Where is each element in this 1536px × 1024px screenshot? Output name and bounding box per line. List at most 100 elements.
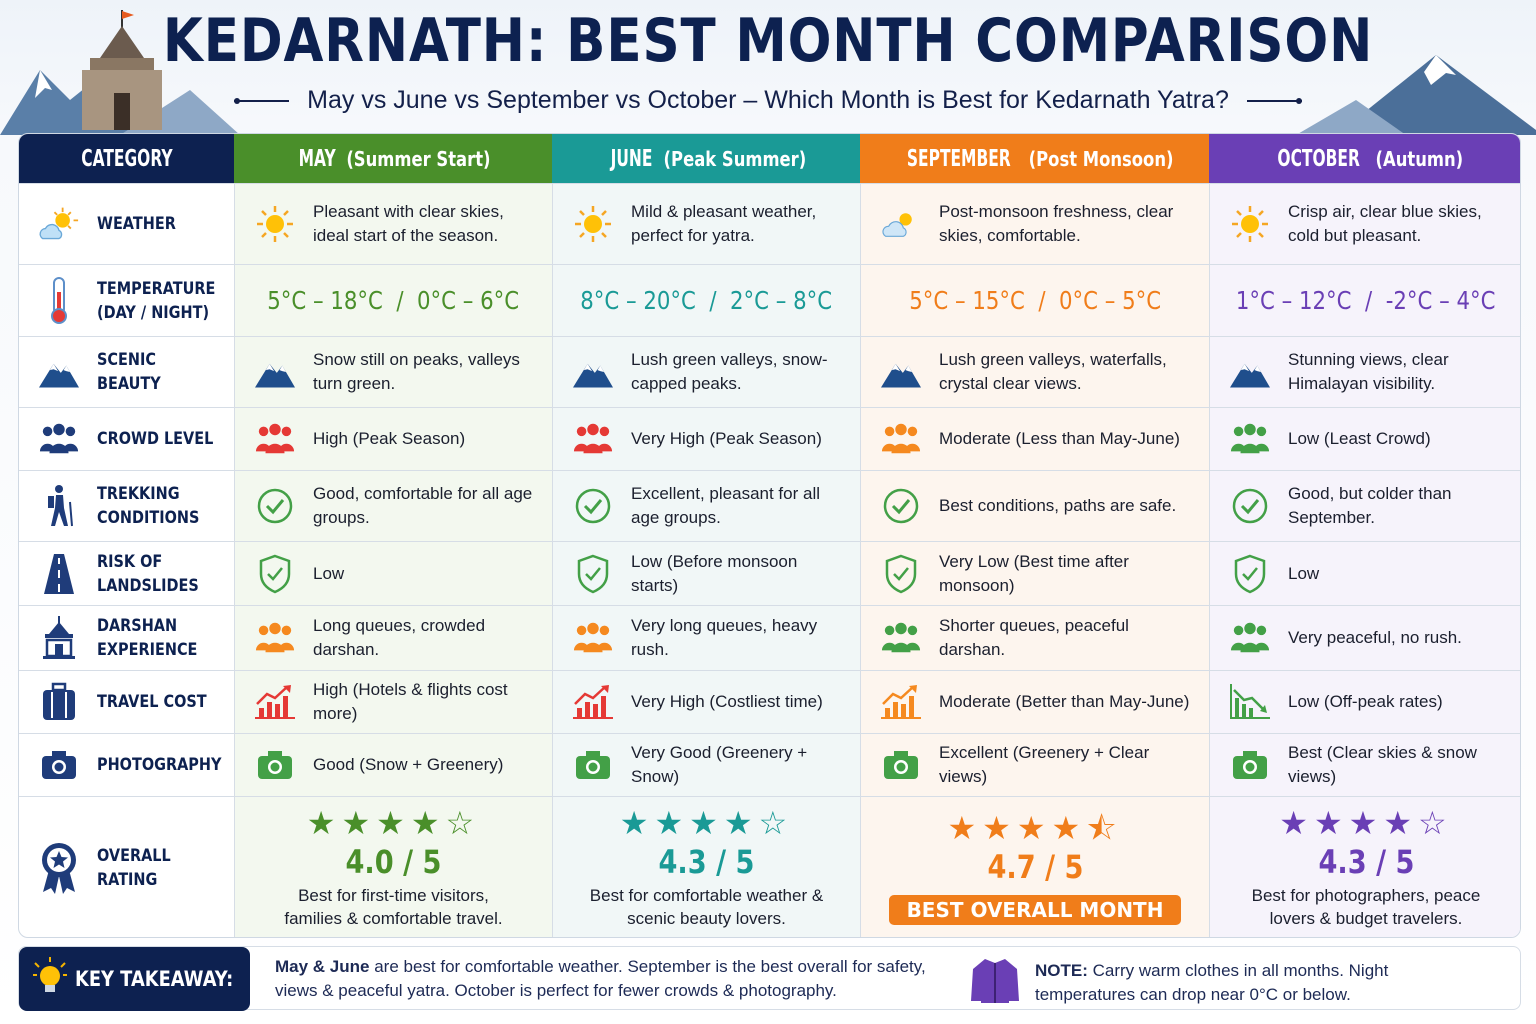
cell-text: Stunning views, clear Himalayan visibili… [1288,350,1449,393]
header-month: MAY [299,145,337,172]
table-cell: 5°C – 15°C / 0°C – 5°C [860,264,1209,336]
column-header-september: SEPTEMBER (Post Monsoon) [860,134,1209,183]
key-takeaway-title: KEY TAKEAWAY: [75,967,234,991]
table-cell: Best (Clear skies & snow views) [1209,733,1520,796]
mountain-icon [255,352,295,392]
temperature-range: 5°C – 18°C / 0°C – 6°C [267,285,520,315]
star-empty-icon: ☆ [1418,805,1453,841]
table-cell: Very Low (Best time after monsoon) [860,541,1209,605]
star-filled-icon: ★ [1383,805,1419,841]
cell-text: High (Hotels & flights cost more) [313,680,508,723]
people-icon [573,618,613,658]
key-takeaway-highlight: May & June [275,957,370,976]
cell-text: Long queues, crowded darshan. [313,616,486,659]
table-cell: High (Peak Season) [234,407,552,470]
star-filled-icon: ★ [306,805,342,841]
cell-text: Low (Least Crowd) [1288,429,1431,448]
check-circle-icon [881,486,921,526]
cell-text: Very long queues, heavy rush. [631,616,818,659]
key-takeaway-label: KEY TAKEAWAY: [19,947,250,1011]
category-label: WEATHER [97,214,176,234]
table-cell: Mild & pleasant weather, perfect for yat… [552,183,860,264]
check-circle-icon [573,486,613,526]
star-filled-icon: ★ [410,805,446,841]
camera-icon [881,745,921,785]
temperature-range: 1°C – 12°C / -2°C – 4°C [1236,285,1496,315]
sun-icon [573,204,613,244]
mountain-icon [881,352,921,392]
cell-text: Low (Before monsoon starts) [631,551,798,595]
mountain-icon [1230,352,1270,392]
rating-score: 4.7 / 5 [979,845,1092,889]
divider [1246,98,1302,105]
people-icon [1230,419,1270,459]
people-icon [255,419,295,459]
category-label: PHOTOGRAPHY [97,755,222,775]
table-cell: Excellent, pleasant for all age groups. [552,470,860,541]
cell-text: Lush green valleys, waterfalls, crystal … [939,350,1167,393]
header-label: JUNE (Peak Summer) [606,146,806,172]
shield-check-icon [1230,554,1270,594]
column-header-category: CATEGORY [19,134,234,183]
star-filled-icon: ★ [723,805,759,841]
table-cell: Very High (Costliest time) [552,670,860,733]
shield-check-icon [881,554,921,594]
rating-score: 4.3 / 5 [650,840,763,884]
jacket-icon [969,955,1021,1010]
mountain-illustration-right [1296,55,1536,135]
divider [234,98,290,105]
key-takeaway-body: are best for comfortable weather. Septem… [275,957,926,1000]
rating-cell: ★★★★☆ 4.3 / 5 Best for photographers, peac… [1209,796,1520,937]
cell-text: Best (Clear skies & snow views) [1288,743,1477,786]
category-label: TEMPERATURE (DAY / NIGHT) [97,278,216,323]
table-cell: Best conditions, paths are safe. [860,470,1209,541]
rating-score-text: 4.7 / 5 [987,848,1083,886]
table-cell: Long queues, crowded darshan. [234,605,552,670]
star-rating: ★★★★⯪ [947,811,1122,845]
rating-score-text: 4.0 / 5 [345,843,442,881]
people-icon [881,618,921,658]
category-overall-rating: OVERALL RATING [19,796,234,937]
cell-text: Very Good (Greenery + Snow) [631,743,808,786]
category-label: CROWD LEVEL [97,429,214,449]
header-label: OCTOBER (Autumn) [1268,146,1463,172]
table-cell: Low [1209,541,1520,605]
table-cell: Shorter queues, peaceful darshan. [860,605,1209,670]
table-cell: Very Good (Greenery + Snow) [552,733,860,796]
cell-text: Low [313,563,345,583]
people-icon [39,419,79,459]
sun-icon [255,204,295,244]
table-cell: Very long queues, heavy rush. [552,605,860,670]
category-darshan-experience: DARSHAN EXPERIENCE [19,605,234,670]
page-title: KEDARNATH: BEST MONTH COMPARISON [162,6,1374,76]
table-cell: Lush green valleys, snow-capped peaks. [552,336,860,407]
cell-text: Good, comfortable for all age groups. [313,484,533,527]
table-cell: Stunning views, clear Himalayan visibili… [1209,336,1520,407]
header-month: OCTOBER [1277,145,1360,172]
table-cell: High (Hotels & flights cost more) [234,670,552,733]
camera-icon [255,745,295,785]
header-month: JUNE [610,145,653,172]
header-season: (Summer Start) [346,146,492,171]
table-cell: Good (Snow + Greenery) [234,733,552,796]
table-cell: Moderate (Less than May-June) [860,407,1209,470]
star-filled-icon: ★ [619,805,655,841]
table-cell: Moderate (Better than May-June) [860,670,1209,733]
category-label: DARSHAN EXPERIENCE [97,616,198,660]
category-scenic-beauty: SCENIC BEAUTY [19,336,234,407]
star-filled-icon: ★ [654,805,690,841]
star-half-icon: ⯪ [1086,810,1123,846]
cell-text: Pleasant with clear skies, ideal start o… [313,202,504,245]
category-travel-cost: TRAVEL COST [19,670,234,733]
star-rating: ★★★★☆ [307,806,480,840]
people-icon [573,419,613,459]
star-filled-icon: ★ [1279,805,1314,841]
footer: KEY TAKEAWAY: May & June are best for co… [18,946,1521,1011]
note-body: Carry warm clothes in all months. Night … [1035,960,1389,1004]
category-label: RISK OF LANDSLIDES [97,551,199,596]
star-rating: ★★★★☆ [620,806,793,840]
cell-text: Mild & pleasant weather, perfect for yat… [631,202,817,245]
sun-icon [1230,204,1270,244]
cell-text: Moderate (Less than May-June) [939,429,1180,448]
temperature-range: 8°C – 20°C / 2°C – 8°C [580,285,833,315]
